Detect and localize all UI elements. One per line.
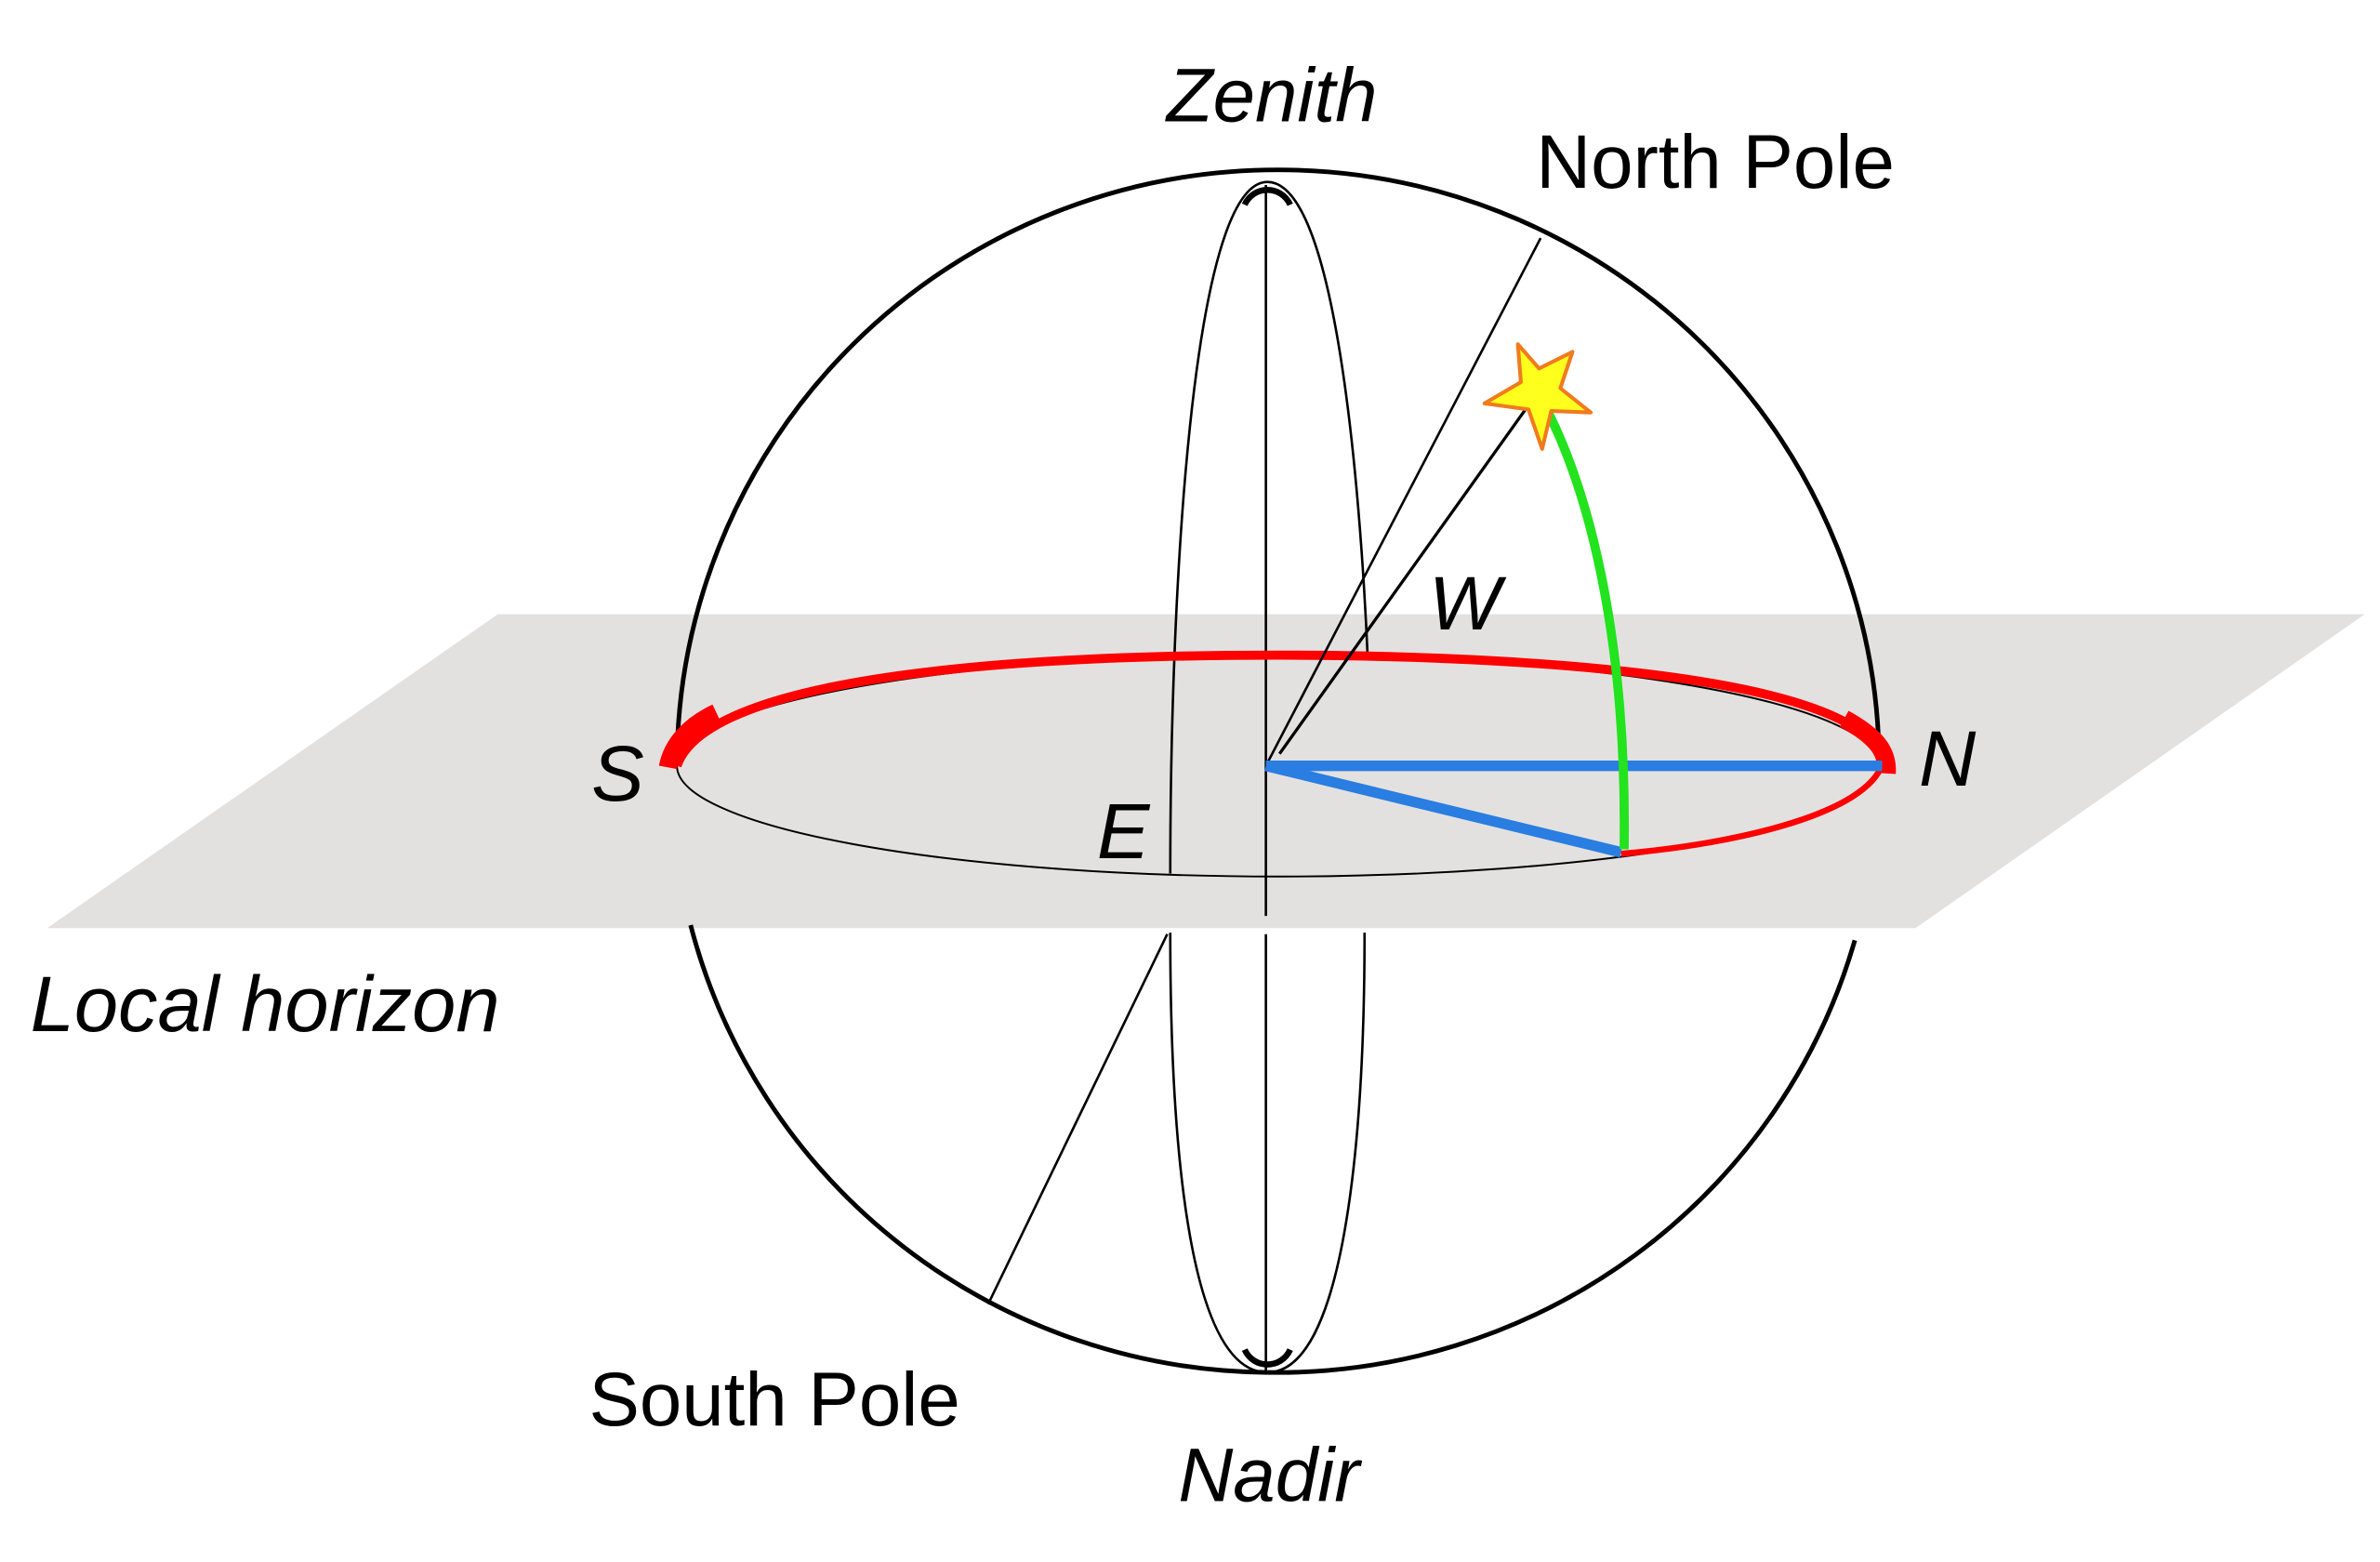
local-horizon-label: Local horizon <box>31 960 500 1048</box>
star-icon <box>1482 342 1593 451</box>
azimuth-line-star <box>1264 761 1623 858</box>
meridian-cap-bottom <box>1241 1347 1293 1368</box>
meridian-ellipse-upper <box>1169 180 1369 874</box>
meridian-ellipse-lower <box>1169 933 1367 1374</box>
horizon-arc-front <box>1620 762 1885 857</box>
east-label: E <box>1097 787 1151 875</box>
horizon-arc-back <box>672 650 1887 768</box>
pole-axis-north <box>1264 237 1542 767</box>
south-label: S <box>591 729 644 817</box>
zenith-label: Zenith <box>1165 54 1378 139</box>
sphere-outline-lower-right <box>1267 939 1858 1375</box>
north-pole-label: North Pole <box>1536 120 1895 205</box>
sphere-outline-upper <box>674 167 1882 766</box>
meridian-cap-top <box>1241 187 1293 206</box>
west-label: W <box>1429 562 1507 646</box>
horizon-arc-s-end <box>658 704 721 770</box>
sphere-outline-lower-left <box>688 924 1268 1375</box>
altitude-arc <box>1540 404 1630 850</box>
south-pole-label: South Pole <box>588 1357 959 1442</box>
local-horizon-plane <box>46 614 2365 929</box>
nadir-label: Nadir <box>1178 1434 1362 1518</box>
star-direction-line <box>1277 408 1527 755</box>
pole-axis-south <box>986 933 1169 1305</box>
horizon-arc-n-end <box>1839 710 1897 774</box>
north-label: N <box>1919 714 1977 802</box>
